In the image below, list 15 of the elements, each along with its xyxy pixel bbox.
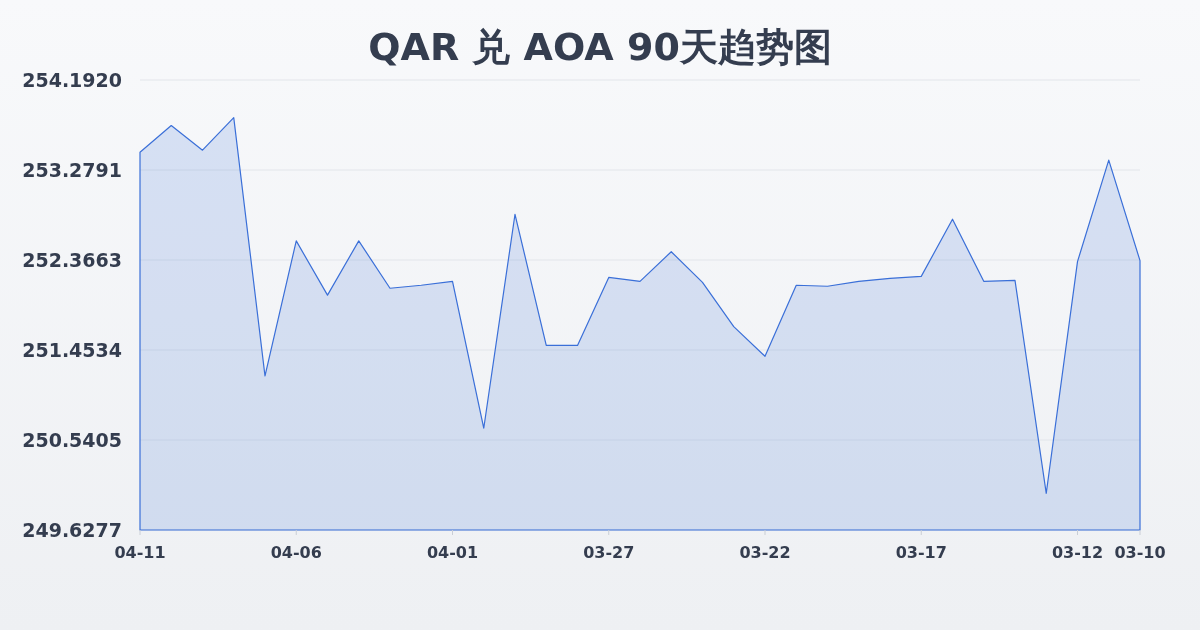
x-tick-label: 03-17 [895,543,947,562]
x-tick-label: 03-10 [1114,543,1166,562]
y-tick-label: 253.2791 [22,158,122,181]
x-tick-label: 04-11 [114,543,166,562]
y-tick-label: 250.5405 [22,428,122,451]
y-tick-label: 252.3663 [22,248,122,271]
x-tick-label: 03-22 [739,543,791,562]
chart-title: QAR 兑 AOA 90天趋势图 [368,25,832,69]
x-tick-label: 03-12 [1051,543,1104,562]
y-tick-label: 254.1920 [22,68,122,91]
x-tick-label: 03-27 [583,543,635,562]
x-tick-label: 04-01 [426,543,479,562]
y-tick-label: 251.4534 [22,338,122,361]
x-tick-label: 04-06 [270,543,322,562]
y-tick-label: 249.6277 [22,518,122,541]
